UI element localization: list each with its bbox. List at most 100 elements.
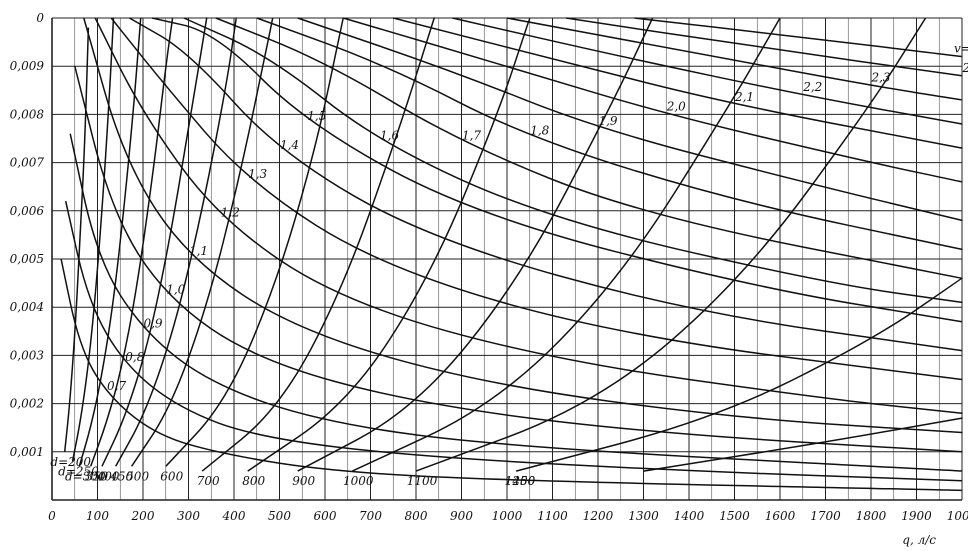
dseries-line (351, 17, 781, 472)
x-tick-label: 100 (86, 509, 109, 523)
vseries-label: 2,0 (666, 99, 686, 113)
vseries-label: 2,3 (870, 70, 890, 84)
vseries-label: 1,9 (598, 114, 617, 128)
vseries-line (129, 17, 963, 352)
vseries-line (151, 17, 963, 323)
x-tick-label: 1900 (901, 509, 932, 523)
dseries-line (643, 417, 963, 472)
y-tick-label: 0,005 (10, 252, 44, 266)
x-tick-label: 1000 (947, 509, 968, 523)
vseries-line (506, 17, 963, 101)
dseries-line (201, 17, 435, 472)
vseries-label: 1,7 (462, 128, 481, 142)
vseries-label: 1,4 (280, 138, 299, 152)
dseries-label: 800 (242, 474, 265, 488)
x-tick-label: 800 (405, 509, 428, 523)
x-tick-label: 1500 (719, 509, 750, 523)
y-tick-label: 0,003 (10, 348, 45, 362)
vseries-line (215, 17, 963, 280)
x-tick-labels: 0 100 200 300 400 500 600 700 800 900 1000 1100 1200… (48, 509, 968, 523)
dseries-line (101, 17, 208, 467)
y-tick-label: 0,009 (10, 59, 45, 73)
dseries-line (89, 17, 174, 467)
vseries-label: 1,0 (166, 283, 185, 297)
vseries-line (74, 66, 963, 453)
vseries-line (393, 17, 963, 149)
dseries-label: 350 (85, 469, 108, 483)
y-tick-label: 0,001 (10, 445, 44, 459)
dseries-line (71, 17, 115, 462)
dseries-line (78, 17, 142, 467)
x-tick-label: 500 (268, 509, 291, 523)
y-tick-label: 0,004 (10, 300, 44, 314)
dseries-label: 1400 (505, 474, 536, 488)
vseries-label: 2,2 (802, 80, 822, 94)
vseries-label: 1,6 (380, 128, 399, 142)
x-axis-label: q, л/с (902, 533, 936, 547)
vseries-label: 0,7 (107, 379, 126, 393)
vseries-line (342, 17, 963, 183)
dseries-label: d=300 (65, 469, 106, 483)
x-tick-label: 1700 (810, 509, 841, 523)
x-tick-label: 1000 (492, 509, 523, 523)
dseries-line (165, 17, 344, 467)
x-tick-label: 1800 (856, 509, 887, 523)
x-tick-label: 400 (222, 509, 246, 523)
dseries-line (297, 17, 654, 472)
y-tick-label: 0,006 (10, 204, 45, 218)
velocity-curves: 0,7 0,8 0,9 1,0 1,1 1,2 1,3 1,4 1,5 1,6 1,7 1,8 1,9 2… (60, 17, 968, 492)
vseries-label: 1,1 (189, 244, 208, 258)
x-tick-label: 1200 (583, 509, 614, 523)
dseries-label: 1000 (343, 474, 374, 488)
grid (51, 17, 963, 501)
x-tick-label: 200 (131, 509, 155, 523)
dseries-line (115, 17, 238, 467)
y-tick-labels: 0,001 0,002 0,003 0,004 0,005 0,006 0,007 0,008… (10, 11, 45, 459)
y-tick-label: 0,002 (10, 397, 44, 411)
dseries-label: 600 (160, 469, 183, 483)
vseries-label: 1,3 (248, 167, 267, 181)
dseries-label: d=250 (58, 464, 99, 478)
vseries-line (94, 17, 963, 414)
dseries-label: 900 (292, 474, 315, 488)
x-tick-label: 700 (359, 509, 382, 523)
vseries-line (256, 17, 963, 251)
vseries-line (64, 201, 963, 482)
vseries-line (565, 17, 963, 77)
vseries-label: 1,2 (221, 205, 240, 219)
dseries-line (515, 277, 963, 472)
x-tick-label: 300 (177, 509, 200, 523)
vseries-line (110, 17, 963, 381)
dseries-label: 1100 (407, 474, 438, 488)
dseries-line (130, 17, 274, 467)
dseries-label: 400 (96, 469, 120, 483)
vseries-line (83, 17, 963, 434)
vseries-line (452, 17, 963, 125)
y-tick-label: 0,007 (10, 156, 45, 170)
dseries-label: 450 (109, 469, 133, 483)
vseries-line (69, 133, 963, 472)
vseries-label: 0,8 (125, 350, 144, 364)
vseries-line (60, 258, 963, 492)
y-tick-label: 0,008 (10, 107, 45, 121)
dseries-label: 500 (126, 469, 149, 483)
x-tick-label: 1100 (537, 509, 568, 523)
vseries-label: 0,9 (143, 316, 162, 330)
dseries-line (63, 27, 90, 452)
vseries-label: 2,1 (734, 90, 754, 104)
vseries-label: 1,5 (307, 109, 326, 123)
vseries-line (183, 17, 963, 304)
dseries-line (247, 17, 531, 472)
x-tick-label: 0 (48, 509, 56, 523)
vseries-label: v=2,5 (954, 42, 968, 56)
vseries-line (634, 17, 963, 58)
x-tick-label: 1600 (765, 509, 796, 523)
dseries-label: 700 (197, 474, 220, 488)
vseries-label: 1,8 (530, 124, 549, 138)
y-tick-label: 0 (36, 11, 44, 25)
dseries-label: 1250 (505, 474, 536, 488)
vseries-line (297, 17, 963, 222)
vseries-label: 2,4 (961, 61, 968, 75)
